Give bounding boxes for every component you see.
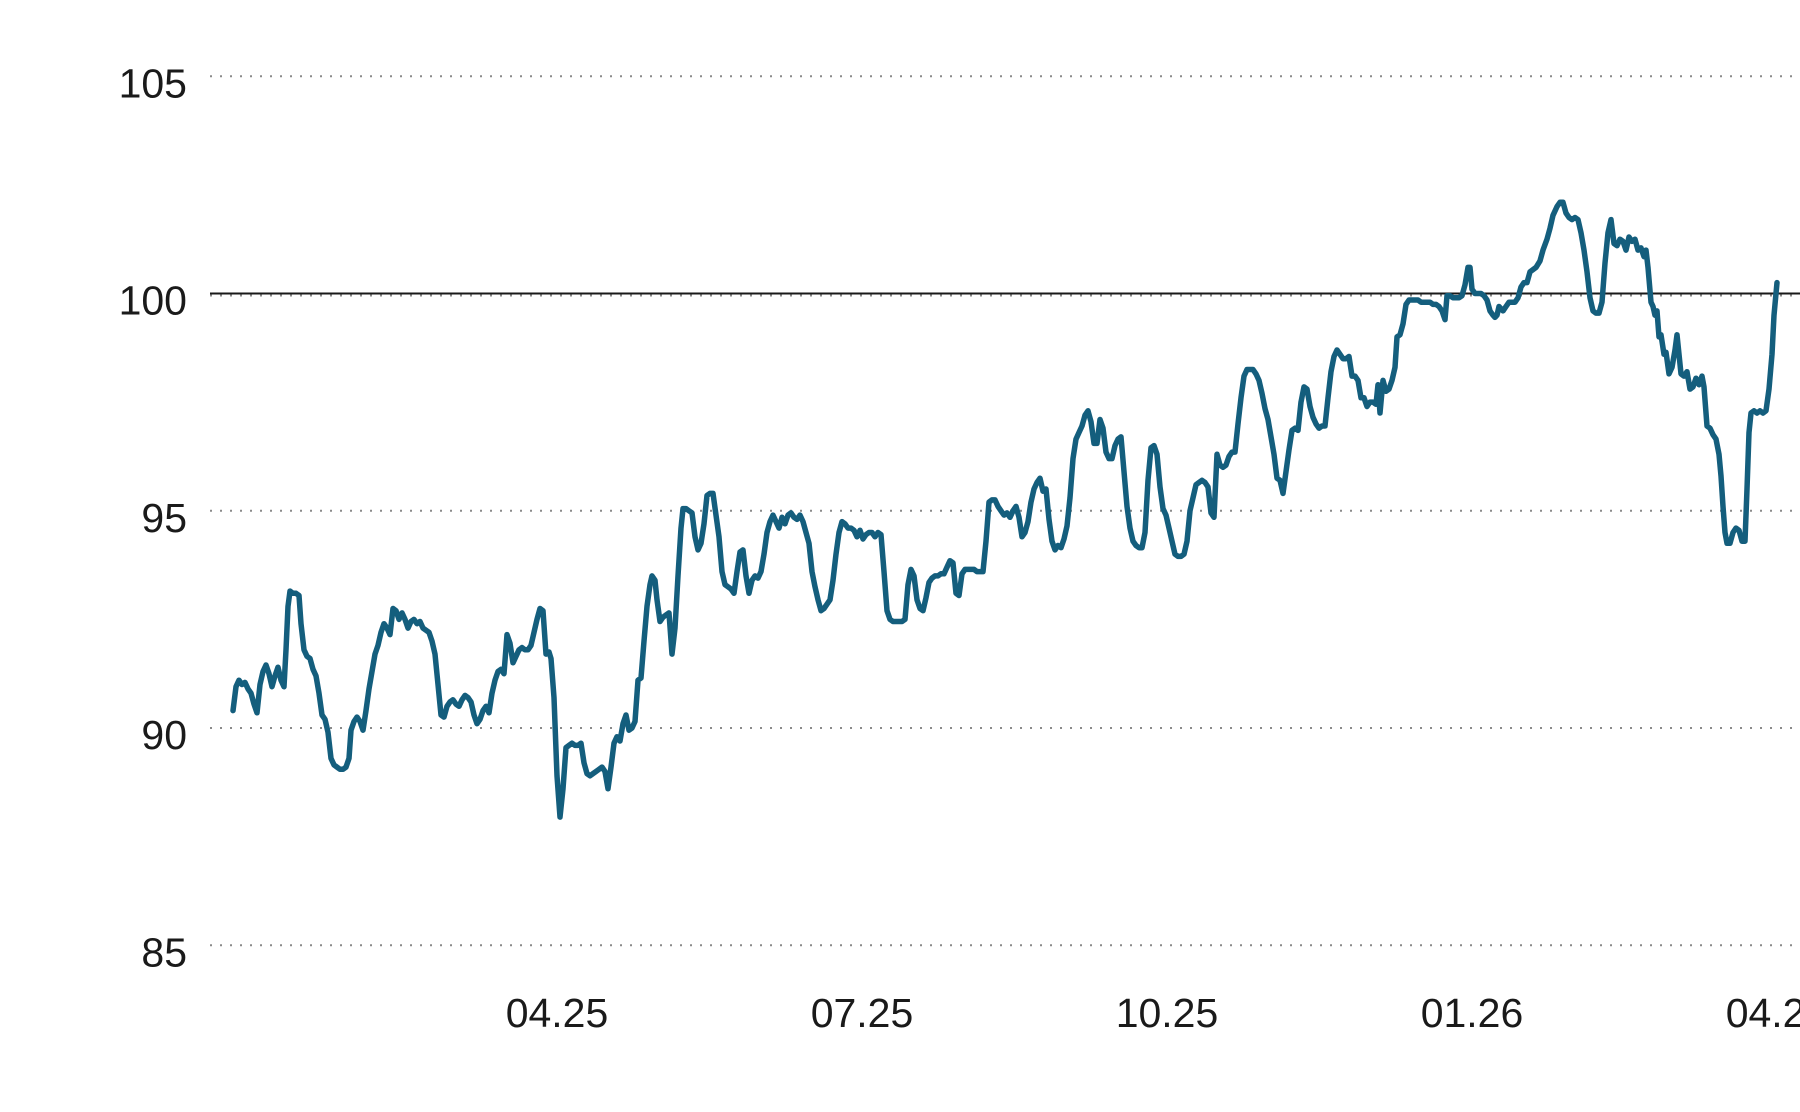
x-axis: 04.25 07.25 10.25 01.26 04.26 — [506, 990, 1800, 1036]
y-axis: 105 100 95 90 85 — [119, 60, 187, 975]
chart-canvas: 105 100 95 90 85 04.25 07.25 10.25 01.26… — [119, 60, 1800, 1036]
y-axis-tick-label: 105 — [119, 60, 187, 106]
y-axis-tick-label: 90 — [141, 712, 187, 758]
x-axis-tick-label: 04.26 — [1726, 990, 1800, 1036]
x-axis-tick-label: 04.25 — [506, 990, 609, 1036]
x-axis-tick-label: 07.25 — [811, 990, 914, 1036]
y-axis-tick-label: 100 — [119, 278, 187, 324]
y-axis-tick-label: 95 — [141, 495, 187, 541]
y-axis-tick-label: 85 — [141, 929, 187, 975]
price-line — [230, 199, 1780, 820]
index-line-chart: 105 100 95 90 85 04.25 07.25 10.25 01.26… — [40, 16, 1800, 1096]
x-axis-tick-label: 10.25 — [1116, 990, 1219, 1036]
x-axis-tick-label: 01.26 — [1421, 990, 1524, 1036]
